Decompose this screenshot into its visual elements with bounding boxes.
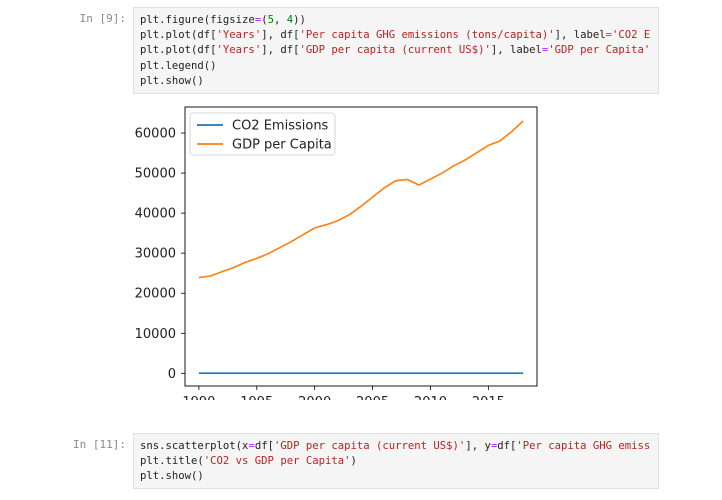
- code-token: sns.scatterplot(x: [140, 440, 249, 452]
- x-tick-label: 1995: [240, 395, 273, 400]
- y-tick-label: 30000: [135, 247, 176, 262]
- code-line: plt.legend(): [140, 60, 217, 72]
- code-line: sns.scatterplot(x=df['GDP per capita (cu…: [140, 440, 650, 452]
- y-tick-label: 50000: [135, 167, 176, 182]
- code-token: plt.show(): [140, 74, 204, 87]
- code-token: =: [605, 29, 613, 42]
- code-token: plt.figure(figsize: [140, 14, 255, 26]
- code-token: 'GDP per capita (current US$)': [273, 440, 466, 452]
- cell-prompt: In [11]:: [73, 438, 126, 451]
- legend-box: [189, 112, 336, 156]
- code-token: )): [293, 14, 306, 26]
- code-token: ): [350, 455, 357, 468]
- code-cell[interactable]: plt.figure(figsize=(5, 4)) plt.plot(df['…: [133, 7, 659, 94]
- code-token: ], df[: [261, 44, 300, 57]
- code-line: plt.title('CO2 vs GDP per Capita'): [140, 455, 357, 467]
- cell-prompt: In [9]:: [79, 12, 126, 25]
- code-token: plt.plot(df[: [140, 44, 217, 57]
- code-token: 'CO2 vs GDP per Capita': [203, 455, 351, 468]
- code-token: 'Years': [216, 44, 262, 57]
- code-token: df[: [254, 440, 274, 452]
- code-token: =: [541, 44, 549, 57]
- code-token: plt.show(): [140, 470, 204, 483]
- y-tick-label: 40000: [135, 207, 176, 222]
- code-token: ,: [273, 14, 287, 26]
- code-token: 'Per capita GHG emiss: [516, 440, 651, 452]
- legend-label: GDP per Capita: [232, 138, 332, 153]
- code-line: plt.plot(df['Years'], df['GDP per capita…: [140, 44, 650, 56]
- code-cell[interactable]: sns.scatterplot(x=df['GDP per capita (cu…: [133, 433, 659, 489]
- code-line: plt.show(): [140, 470, 204, 482]
- code-token: ], label: [554, 29, 606, 42]
- code-token: 'CO2 E: [612, 29, 651, 42]
- code-token: df[: [497, 440, 517, 452]
- code-token: 5: [267, 14, 274, 26]
- code-token: ], y: [465, 440, 491, 452]
- x-tick-label: 2000: [298, 395, 331, 400]
- y-tick-label: 60000: [135, 127, 176, 142]
- x-tick-label: 2010: [414, 395, 447, 400]
- code-token: =: [248, 440, 255, 452]
- code-token: 'GDP per Capita': [548, 44, 651, 57]
- code-line: plt.show(): [140, 75, 204, 87]
- code-token: ], df[: [261, 29, 300, 42]
- x-tick-label: 2015: [472, 395, 505, 400]
- y-tick-label: 10000: [135, 327, 176, 342]
- y-tick-label: 0: [168, 367, 176, 382]
- code-token: 4: [286, 14, 294, 26]
- code-token: =: [254, 14, 262, 26]
- y-tick-label: 20000: [135, 287, 176, 302]
- code-token: 'Years': [216, 29, 262, 42]
- code-token: 'GDP per capita (current US$)': [299, 44, 491, 57]
- code-token: 'Per capita GHG emissions (tons/capita)': [299, 29, 555, 42]
- plot-area-frame: [184, 106, 538, 387]
- code-editor[interactable]: sns.scatterplot(x=df['GDP per capita (cu…: [134, 434, 658, 488]
- code-editor[interactable]: plt.figure(figsize=(5, 4)) plt.plot(df['…: [134, 8, 658, 93]
- code-line: plt.figure(figsize=(5, 4)): [140, 14, 306, 26]
- code-token: plt.plot(df[: [140, 29, 217, 42]
- code-token: (: [261, 14, 268, 26]
- code-token: plt.title(: [140, 455, 204, 468]
- x-tick-label: 1990: [182, 395, 215, 400]
- legend-label: CO2 Emissions: [232, 119, 329, 134]
- line-chart: 1990 1995 2000 2005 2010 2015 0 10000 20000 30000…: [135, 106, 538, 400]
- code-token: ], label: [490, 44, 542, 57]
- code-token: =: [490, 440, 498, 452]
- code-token: plt.legend(): [140, 59, 217, 72]
- x-tick-label: 2005: [356, 395, 389, 400]
- series-line-1: [198, 120, 524, 279]
- code-line: plt.plot(df['Years'], df['Per capita GHG…: [140, 29, 650, 41]
